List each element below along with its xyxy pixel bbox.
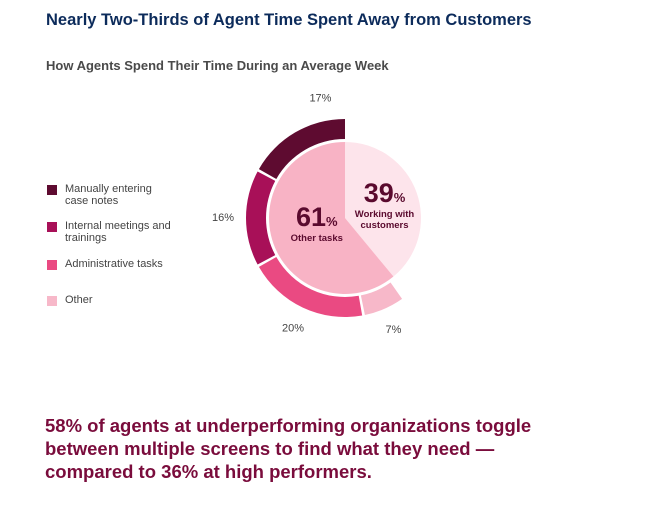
slice-value: 61 [295,202,326,233]
data-label: 20% [282,322,304,334]
slice-value: 39 [363,177,394,208]
legend-swatch [47,296,57,306]
legend-label: Administrative tasks [65,258,163,270]
chart-subtitle: How Agents Spend Their Time During an Av… [46,58,389,73]
ring-segment [246,171,276,265]
ring-segment [360,282,403,315]
legend-swatch [47,185,57,195]
data-label: 17% [309,92,331,104]
legend-label: Manually entering case notes [65,183,152,207]
legend-label: Other [65,294,93,306]
data-label: 7% [385,324,401,336]
slice-label: 39% Working with customers [345,178,425,231]
slice-label: 61% Other tasks [277,202,357,244]
data-label: 16% [212,212,234,224]
ring-segment [258,257,363,317]
pie-slice [345,142,422,277]
slice-category: Other tasks [290,233,343,245]
footer-note: 58% of agents at underperforming organiz… [45,415,532,482]
slice-unit: % [326,214,338,230]
chart-title: Nearly Two-Thirds of Agent Time Spent Aw… [46,11,532,29]
ring-segment [258,119,345,179]
legend-label: Internal meetings and trainings [65,220,171,244]
legend-swatch [47,260,57,270]
slice-unit: % [393,189,406,205]
slice-category: Working with customers [354,208,415,231]
legend-swatch [47,222,57,232]
pie-slice [269,142,394,294]
